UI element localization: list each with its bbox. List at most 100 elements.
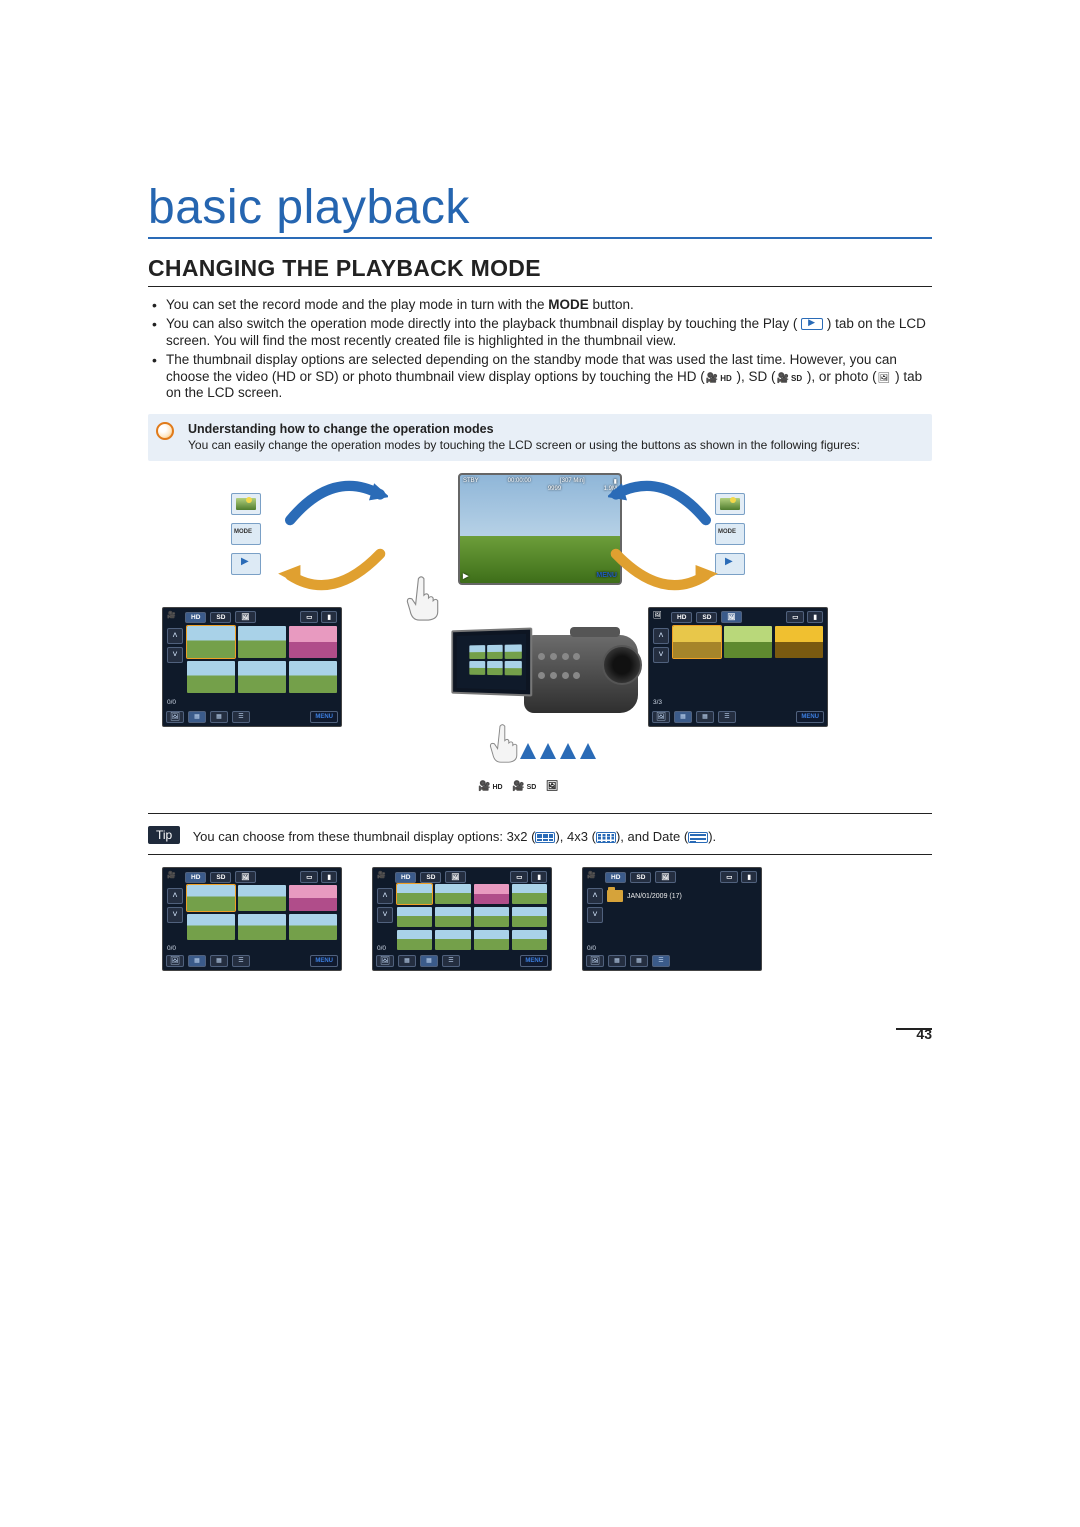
mode-button-icon [715, 523, 745, 545]
thumb-cell[interactable] [512, 884, 547, 904]
nav-arrows: ˄ ˅ [167, 628, 183, 663]
up-arrow-button[interactable]: ˄ [167, 888, 183, 904]
grid-3x2-button[interactable]: ▦ [608, 955, 626, 967]
tip-panel-date: 🎥 HD SD 🖼 ▭▮ ˄ ˅ JAN/01/2009 (17) 0/ [582, 867, 762, 971]
menu-label: MENU [596, 572, 617, 580]
thumb-grid [397, 884, 547, 950]
hd-tab[interactable]: HD [185, 612, 206, 623]
grid-4x3-button[interactable]: ▦ [210, 711, 228, 723]
photo-mode-button[interactable]: 🖼 [586, 955, 604, 967]
thumb-cell[interactable] [289, 885, 337, 911]
thumb-cell[interactable] [435, 884, 470, 904]
thumbnail-panel-right: 🖼 HD SD 🖼 ▭▮ ˄ ˅ 3/3 🖼 [648, 607, 828, 727]
grid-3x2-button[interactable]: ▦ [398, 955, 416, 967]
thumb-cell[interactable] [187, 661, 235, 693]
thumb-cell[interactable] [474, 907, 509, 927]
grid-4x3-button[interactable]: ▦ [420, 955, 438, 967]
grid-4x3-button[interactable]: ▦ [210, 955, 228, 967]
up-arrow-button[interactable]: ˄ [653, 628, 669, 644]
hd-tab[interactable]: HD [605, 872, 626, 883]
menu-button[interactable]: MENU [310, 711, 338, 723]
up-arrow-button[interactable]: ˄ [377, 888, 393, 904]
grid-3x2-button[interactable]: ▦ [188, 711, 206, 723]
thumb-tabs: 🎥 HD SD 🖼 ▭▮ [583, 868, 761, 885]
thumb-cell[interactable] [397, 907, 432, 927]
thumb-cell[interactable] [435, 930, 470, 950]
photo-tab[interactable]: 🖼 [445, 871, 465, 883]
up-arrow-button[interactable]: ˄ [587, 888, 603, 904]
grid-4x3-icon [596, 832, 616, 843]
thumb-cell[interactable] [238, 885, 286, 911]
thumb-cell[interactable] [289, 661, 337, 693]
grid-3x2-icon [535, 832, 555, 843]
sd-tab[interactable]: SD [696, 612, 717, 623]
photo-tab[interactable]: 🖼 [655, 871, 675, 883]
thumb-cell[interactable] [435, 907, 470, 927]
nav-arrows: ˄ ˅ [167, 888, 183, 923]
down-arrow-button[interactable]: ˅ [653, 647, 669, 663]
date-row[interactable]: JAN/01/2009 (17) [607, 890, 755, 902]
thumb-cell[interactable] [673, 626, 721, 658]
down-arrow-button[interactable]: ˅ [167, 907, 183, 923]
date-view-button[interactable]: ☰ [232, 955, 250, 967]
down-arrow-button[interactable]: ˅ [377, 907, 393, 923]
thumbnail-card-icon [715, 493, 745, 515]
thumb-cell[interactable] [187, 885, 235, 911]
date-view-button[interactable]: ☰ [718, 711, 736, 723]
sd-tab[interactable]: SD [630, 872, 651, 883]
thumb-cell[interactable] [512, 907, 547, 927]
date-view-button[interactable]: ☰ [442, 955, 460, 967]
date-view-button[interactable]: ☰ [232, 711, 250, 723]
stby-label: STBY [463, 478, 479, 485]
tip-badge: Tip [148, 826, 180, 844]
thumb-cell[interactable] [724, 626, 772, 658]
down-arrow-button[interactable]: ˅ [167, 647, 183, 663]
grid-3x2-button[interactable]: ▦ [674, 711, 692, 723]
thumb-cell[interactable] [512, 930, 547, 950]
photo-tab[interactable]: 🖼 [721, 611, 741, 623]
thumb-cell[interactable] [474, 884, 509, 904]
thumb-cell[interactable] [238, 661, 286, 693]
thumb-cell[interactable] [775, 626, 823, 658]
thumb-cell[interactable] [397, 930, 432, 950]
thumb-cell[interactable] [187, 914, 235, 940]
video-icon: 🎥 [587, 871, 596, 879]
center-lcd-screen: STBY 00:00:00 [307 Min] ▮ 9999 1.9M ▶ ME… [458, 473, 622, 585]
photo-mode-button[interactable]: 🖼 [166, 711, 184, 723]
video-icon: 🎥 [512, 781, 526, 792]
up-arrow-button[interactable]: ˄ [167, 628, 183, 644]
thumb-cell[interactable] [474, 930, 509, 950]
sd-tab[interactable]: SD [420, 872, 441, 883]
menu-button[interactable]: MENU [310, 955, 338, 967]
thumb-cell[interactable] [238, 914, 286, 940]
thumb-cell[interactable] [289, 626, 337, 658]
thumb-cell[interactable] [397, 884, 432, 904]
thumb-cell[interactable] [289, 914, 337, 940]
grid-4x3-button[interactable]: ▦ [630, 955, 648, 967]
grid-4x3-button[interactable]: ▦ [696, 711, 714, 723]
photo-tab[interactable]: 🖼 [235, 871, 255, 883]
hd-tab[interactable]: HD [185, 872, 206, 883]
menu-button[interactable]: MENU [796, 711, 824, 723]
sd-tab[interactable]: SD [210, 612, 231, 623]
down-arrow-button[interactable]: ˅ [587, 907, 603, 923]
date-view-button[interactable]: ☰ [652, 955, 670, 967]
sd-tab[interactable]: SD [210, 872, 231, 883]
camcorder-illustration [448, 629, 638, 739]
photo-mode-button[interactable]: 🖼 [166, 955, 184, 967]
grid-3x2-button[interactable]: ▦ [188, 955, 206, 967]
photo-mode-button[interactable]: 🖼 [376, 955, 394, 967]
callout-text: You can easily change the operation mode… [188, 438, 922, 453]
thumb-cell[interactable] [187, 626, 235, 658]
photo-mode-button[interactable]: 🖼 [652, 711, 670, 723]
menu-button[interactable]: MENU [520, 955, 548, 967]
bullet-bold: MODE [548, 297, 589, 312]
thumb-cell[interactable] [238, 626, 286, 658]
thumb-bottom-bar: 🖼 ▦ ▦ ☰ MENU [652, 711, 824, 723]
photo-tab[interactable]: 🖼 [235, 611, 255, 623]
video-hd-icon: 🎥 [705, 373, 719, 386]
hd-tab[interactable]: HD [671, 612, 692, 623]
hd-tab[interactable]: HD [395, 872, 416, 883]
thumb-tabs: 🎥 HD SD 🖼 ▭▮ [373, 868, 551, 885]
thumb-bottom-bar: 🖼 ▦ ▦ ☰ MENU [166, 955, 338, 967]
